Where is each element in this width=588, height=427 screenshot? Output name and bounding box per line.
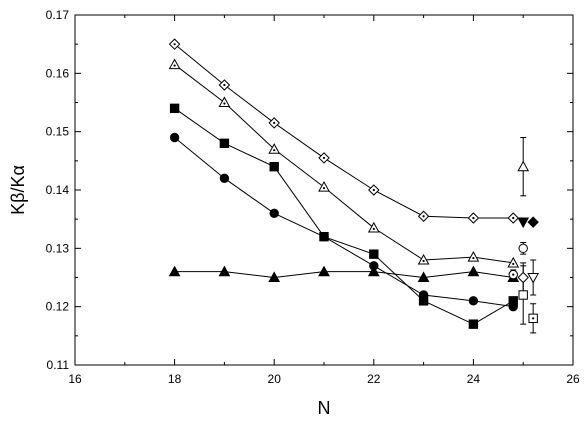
- series-point: [219, 138, 230, 149]
- series-line: [174, 271, 514, 279]
- series-point: [468, 319, 479, 329]
- y-tick-label: 0.13: [46, 241, 70, 255]
- series-point: [169, 103, 180, 114]
- y-tick-label: 0.15: [46, 125, 70, 139]
- series-point: [269, 161, 279, 172]
- reference-point: [527, 216, 539, 228]
- series-line: [174, 64, 514, 264]
- series-point: [468, 296, 479, 306]
- reference-point-dot: [512, 273, 515, 276]
- reference-point: [518, 290, 528, 300]
- series-point: [367, 265, 380, 277]
- data-markers: [168, 38, 540, 329]
- series-point: [417, 253, 430, 265]
- x-tick-label: 24: [467, 372, 481, 386]
- series-point: [467, 251, 480, 262]
- series-line: [174, 43, 514, 219]
- x-tick-label: 26: [566, 372, 580, 386]
- series-point-dot: [322, 156, 326, 160]
- series-point: [268, 271, 281, 283]
- reference-point-dot: [532, 317, 535, 320]
- series-point: [467, 265, 480, 277]
- series-point: [269, 208, 279, 219]
- series-point: [417, 271, 430, 283]
- series-point-dot: [422, 215, 425, 218]
- series-point-dot: [422, 259, 425, 263]
- y-tick-label: 0.12: [46, 300, 70, 314]
- series-point: [369, 249, 379, 259]
- series-point-dot: [273, 149, 276, 152]
- series-point-dot: [223, 83, 226, 87]
- series-point: [418, 290, 429, 300]
- series-point: [219, 173, 230, 184]
- series-point-dot: [273, 121, 276, 125]
- reference-point: [517, 271, 529, 284]
- series-point: [218, 265, 231, 277]
- reference-point: [517, 160, 530, 172]
- x-tick-label: 20: [268, 372, 282, 386]
- x-tick-label: 18: [168, 372, 182, 386]
- y-tick-label: 0.16: [46, 66, 70, 80]
- series-line: [174, 137, 514, 308]
- x-ticks: 16 18 20 22 24 26: [68, 15, 580, 386]
- reference-point: [527, 272, 540, 284]
- series-point-dot: [512, 262, 515, 266]
- x-axis-label: N: [318, 398, 331, 418]
- series-point-dot: [322, 186, 326, 190]
- series-point-dot: [472, 256, 475, 260]
- y-tick-label: 0.17: [46, 8, 70, 22]
- y-axis-label: Kβ/Kα: [8, 165, 28, 215]
- reference-point: [518, 243, 528, 254]
- x-tick-label: 16: [68, 372, 82, 386]
- series-point: [319, 231, 329, 242]
- series-point: [169, 132, 180, 143]
- x-tick-label: 22: [367, 372, 381, 386]
- y-tick-label: 0.14: [46, 183, 70, 197]
- series-point-dot: [372, 188, 375, 192]
- series-point: [268, 143, 281, 154]
- series-point-dot: [512, 216, 515, 220]
- series-point: [507, 256, 520, 268]
- series-point: [508, 301, 518, 312]
- series-point: [367, 221, 380, 233]
- series-point: [168, 265, 181, 277]
- reference-point: [517, 217, 530, 229]
- series-point-dot: [472, 216, 475, 220]
- series-point-dot: [223, 102, 226, 105]
- series-point: [318, 265, 330, 277]
- series-point: [218, 96, 231, 108]
- series-point: [168, 58, 181, 70]
- series-point-dot: [173, 64, 176, 67]
- series-point-dot: [372, 227, 375, 231]
- series-line: [174, 107, 514, 325]
- series-lines: [174, 43, 514, 325]
- y-tick-label: 0.11: [47, 358, 70, 372]
- series-point-dot: [173, 43, 176, 46]
- y-ticks: 0.11 0.12 0.13 0.14 0.15 0.16 0.17: [46, 8, 573, 372]
- series-point: [318, 181, 330, 192]
